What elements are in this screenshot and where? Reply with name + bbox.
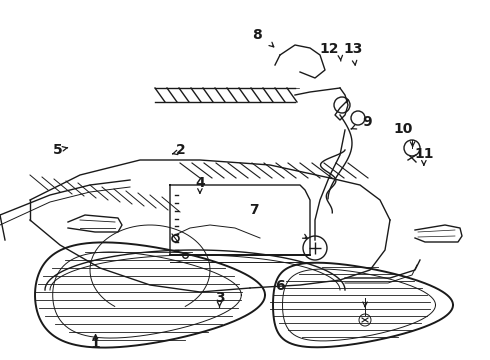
Text: 6: 6: [275, 279, 285, 293]
Text: 1: 1: [91, 337, 100, 351]
Text: 11: 11: [414, 147, 434, 161]
Text: 5: 5: [53, 144, 63, 157]
Text: 2: 2: [175, 144, 185, 157]
Text: 12: 12: [319, 42, 339, 55]
Text: 10: 10: [393, 122, 413, 136]
Text: 4: 4: [195, 176, 205, 190]
Text: 7: 7: [249, 203, 259, 216]
Text: 3: 3: [215, 291, 224, 305]
Text: 9: 9: [363, 115, 372, 129]
Text: 13: 13: [343, 42, 363, 55]
Text: 8: 8: [252, 28, 262, 42]
